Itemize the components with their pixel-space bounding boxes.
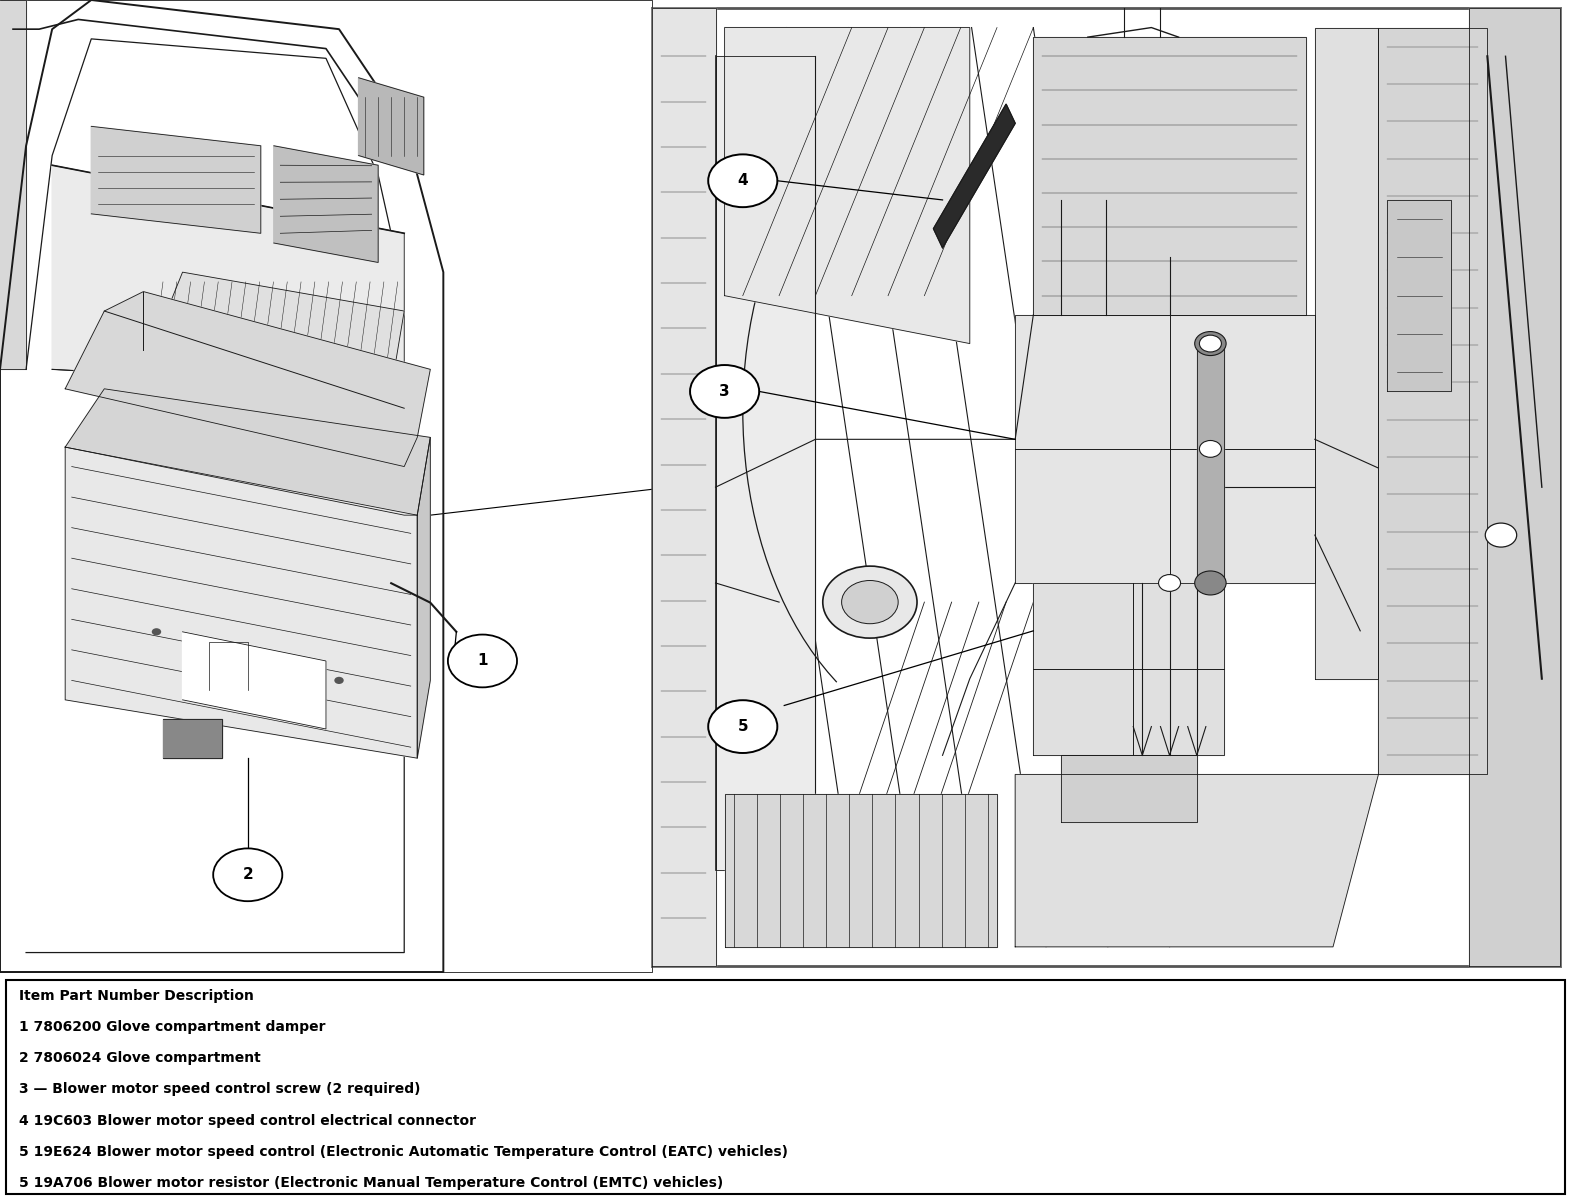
Text: 2 7806024 Glove compartment: 2 7806024 Glove compartment	[19, 1051, 261, 1066]
Polygon shape	[1034, 583, 1224, 755]
Text: 4: 4	[737, 173, 748, 188]
Text: 5: 5	[737, 719, 748, 734]
Circle shape	[1485, 523, 1516, 547]
Polygon shape	[182, 631, 325, 728]
Polygon shape	[1378, 28, 1488, 774]
Text: Item Part Number Description: Item Part Number Description	[19, 989, 255, 1003]
Circle shape	[842, 581, 899, 624]
Polygon shape	[273, 145, 379, 263]
Polygon shape	[1034, 37, 1306, 314]
Circle shape	[335, 677, 344, 684]
Polygon shape	[64, 292, 430, 467]
Polygon shape	[1015, 314, 1315, 583]
Circle shape	[1194, 571, 1225, 595]
Text: 2: 2	[242, 868, 253, 882]
Polygon shape	[64, 389, 430, 515]
Text: 4 19C603 Blower motor speed control electrical connector: 4 19C603 Blower motor speed control elec…	[19, 1114, 476, 1128]
Text: 5 19E624 Blower motor speed control (Electronic Automatic Temperature Control (E: 5 19E624 Blower motor speed control (Ele…	[19, 1145, 787, 1159]
Polygon shape	[52, 166, 404, 389]
Circle shape	[709, 155, 778, 208]
Polygon shape	[1315, 28, 1378, 679]
Polygon shape	[91, 126, 261, 233]
Polygon shape	[652, 8, 715, 966]
Circle shape	[214, 848, 283, 901]
Circle shape	[448, 635, 517, 688]
Polygon shape	[143, 272, 404, 389]
Circle shape	[152, 629, 162, 636]
Polygon shape	[1387, 200, 1452, 391]
Text: 5 19A706 Blower motor resistor (Electronic Manual Temperature Control (EMTC) veh: 5 19A706 Blower motor resistor (Electron…	[19, 1176, 723, 1190]
Polygon shape	[0, 0, 27, 370]
Polygon shape	[1197, 343, 1224, 583]
Polygon shape	[715, 56, 815, 870]
Bar	[6, 980, 1565, 1194]
Polygon shape	[418, 437, 430, 758]
Polygon shape	[0, 0, 652, 972]
Polygon shape	[724, 793, 998, 947]
Circle shape	[709, 700, 778, 754]
Circle shape	[690, 365, 759, 418]
Text: 3: 3	[720, 384, 731, 398]
Circle shape	[1194, 331, 1225, 355]
Polygon shape	[358, 78, 424, 175]
Circle shape	[823, 566, 917, 638]
Polygon shape	[933, 104, 1015, 247]
Text: 3 — Blower motor speed control screw (2 required): 3 — Blower motor speed control screw (2 …	[19, 1082, 421, 1097]
Circle shape	[1199, 335, 1221, 352]
Polygon shape	[163, 719, 222, 758]
Polygon shape	[1060, 755, 1197, 822]
Circle shape	[1199, 440, 1221, 457]
Bar	[652, 8, 1560, 966]
Circle shape	[1158, 575, 1180, 592]
Text: 1 7806200 Glove compartment damper: 1 7806200 Glove compartment damper	[19, 1020, 325, 1034]
Polygon shape	[64, 448, 418, 758]
Text: 1: 1	[478, 654, 487, 668]
Polygon shape	[724, 28, 969, 343]
Polygon shape	[1015, 774, 1378, 947]
Polygon shape	[1469, 8, 1560, 966]
